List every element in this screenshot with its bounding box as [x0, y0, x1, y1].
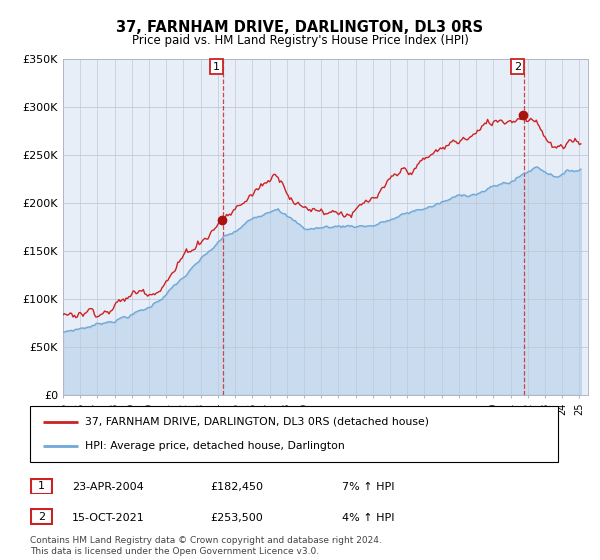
Text: 1: 1: [213, 62, 220, 72]
Text: 23-APR-2004: 23-APR-2004: [72, 482, 144, 492]
Text: £253,500: £253,500: [210, 513, 263, 523]
Text: £182,450: £182,450: [210, 482, 263, 492]
Text: 7% ↑ HPI: 7% ↑ HPI: [342, 482, 395, 492]
Text: 37, FARNHAM DRIVE, DARLINGTON, DL3 0RS (detached house): 37, FARNHAM DRIVE, DARLINGTON, DL3 0RS (…: [85, 417, 430, 427]
Text: 4% ↑ HPI: 4% ↑ HPI: [342, 513, 395, 523]
Text: 37, FARNHAM DRIVE, DARLINGTON, DL3 0RS: 37, FARNHAM DRIVE, DARLINGTON, DL3 0RS: [116, 20, 484, 35]
Text: Contains HM Land Registry data © Crown copyright and database right 2024.
This d: Contains HM Land Registry data © Crown c…: [30, 536, 382, 556]
Text: Price paid vs. HM Land Registry's House Price Index (HPI): Price paid vs. HM Land Registry's House …: [131, 34, 469, 46]
Text: 2: 2: [514, 62, 521, 72]
Text: 2: 2: [38, 512, 45, 522]
Text: HPI: Average price, detached house, Darlington: HPI: Average price, detached house, Darl…: [85, 441, 345, 451]
Text: 1: 1: [38, 481, 45, 491]
Text: 15-OCT-2021: 15-OCT-2021: [72, 513, 145, 523]
